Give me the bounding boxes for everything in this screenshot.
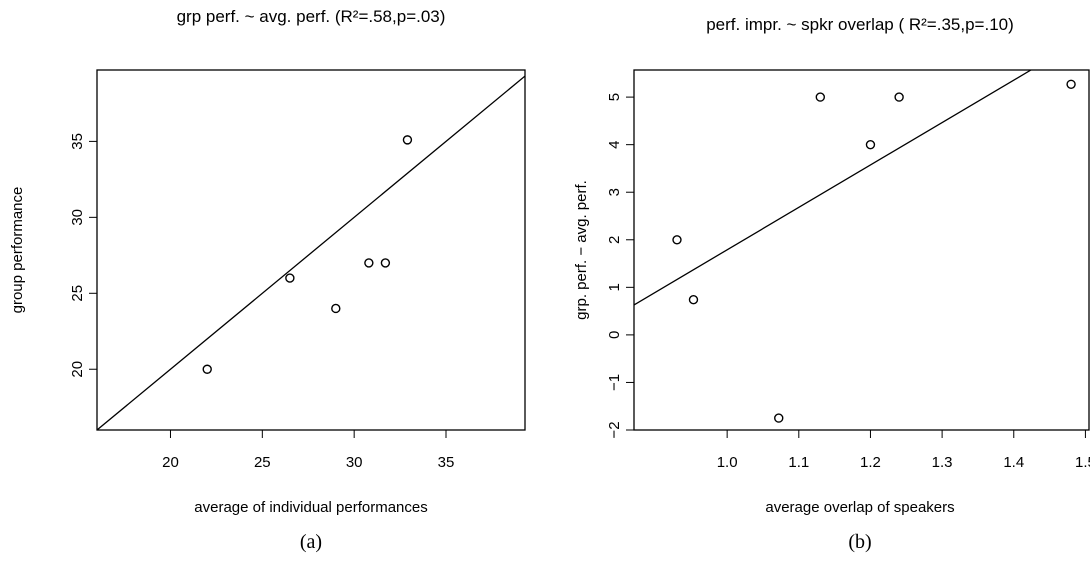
x-tick-label: 25 [254, 454, 271, 471]
plot-frame [96, 69, 526, 431]
x-tick-label: 1.3 [932, 454, 953, 471]
y-tick-label: 0 [606, 331, 623, 339]
y-tick-label: −2 [606, 421, 623, 438]
x-axis-label: average of individual performances [194, 499, 427, 516]
point [1066, 79, 1076, 89]
y-tick-label: 35 [69, 133, 86, 150]
fit-line [97, 75, 525, 430]
point [774, 413, 784, 423]
y-tick-label: −1 [606, 374, 623, 391]
y-axis-label: grp. perf. − avg. perf. [573, 180, 590, 320]
point [402, 135, 413, 145]
caption: (a) [300, 531, 322, 553]
chart-title: grp perf. ~ avg. perf. (R²=.58,p=.03) [177, 7, 446, 26]
chart-title: perf. impr. ~ spkr overlap ( R²=.35,p=.1… [706, 15, 1014, 34]
y-tick-label: 1 [606, 283, 623, 291]
point [672, 235, 682, 245]
y-tick-label: 5 [606, 93, 623, 101]
point [285, 273, 295, 283]
y-tick-label: 30 [69, 209, 86, 226]
y-tick-label: 3 [606, 188, 623, 196]
y-tick-label: 2 [606, 236, 623, 244]
y-tick-label: 25 [69, 285, 86, 302]
point [331, 303, 341, 314]
y-axis-label: group performance [9, 187, 26, 314]
x-tick-label: 1.5 [1075, 454, 1090, 471]
point [894, 92, 904, 102]
x-tick-label: 20 [162, 454, 179, 471]
x-tick-label: 1.4 [1003, 454, 1024, 471]
fit-line [634, 70, 1032, 306]
y-tick-label: 20 [69, 361, 86, 378]
point [688, 294, 699, 305]
plot-frame [633, 69, 1090, 431]
x-tick-label: 1.1 [788, 454, 809, 471]
point [865, 139, 876, 150]
x-tick-label: 30 [346, 454, 363, 471]
x-tick-label: 1.0 [717, 454, 738, 471]
point [815, 92, 825, 102]
x-tick-label: 1.2 [860, 454, 881, 471]
x-tick-label: 35 [438, 454, 455, 471]
point [364, 258, 374, 268]
point [202, 364, 212, 374]
point [380, 258, 391, 268]
y-tick-label: 4 [606, 140, 623, 148]
x-axis-label: average overlap of speakers [765, 499, 954, 516]
caption: (b) [848, 531, 871, 553]
